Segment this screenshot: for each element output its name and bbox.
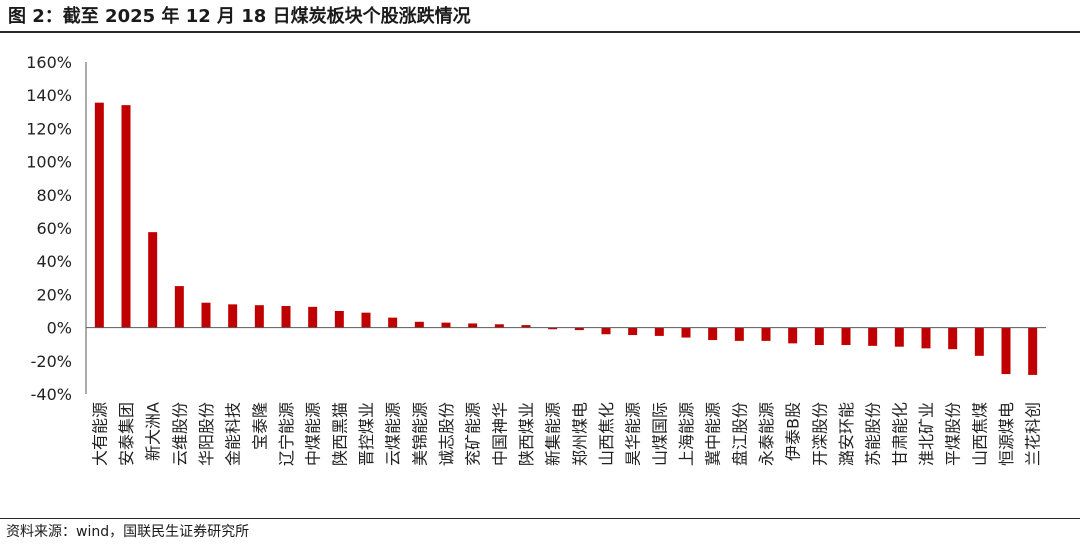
footer-divider <box>0 518 1080 519</box>
bar <box>628 327 638 336</box>
x-category-label: 新集能源 <box>544 402 563 466</box>
y-tick-label: 20% <box>36 285 72 304</box>
bar <box>174 286 184 328</box>
y-axis-ticks: 160% 140% 120% 100% 80% 60% 40% 20% 0% -20% -40% <box>26 53 72 404</box>
x-category-label: 盘江股份 <box>730 402 749 466</box>
x-category-label: 兖矿能源 <box>464 402 483 466</box>
bar <box>548 327 558 330</box>
x-category-label: 永泰能源 <box>757 402 776 466</box>
bar <box>201 302 211 328</box>
y-tick-label: -40% <box>31 385 72 404</box>
bar <box>788 327 798 344</box>
bar <box>94 102 104 328</box>
x-category-label: 甘肃能化 <box>890 402 909 466</box>
x-category-label: 恒源煤电 <box>997 402 1016 466</box>
x-category-label: 冀中能源 <box>704 402 723 466</box>
y-tick-label: 140% <box>26 86 72 105</box>
bar <box>361 312 371 328</box>
x-category-label: 诚志股份 <box>437 402 456 466</box>
x-category-label: 平煤股份 <box>944 402 963 466</box>
x-category-label: 上海能源 <box>677 402 696 466</box>
x-category-label: 大有能源 <box>90 402 109 466</box>
bar <box>974 327 984 356</box>
x-category-label: 金能科技 <box>224 402 243 466</box>
y-tick-label: -20% <box>31 352 72 371</box>
bar <box>388 317 398 328</box>
bar <box>228 304 238 328</box>
bar <box>468 323 478 328</box>
x-category-label: 苏能股份 <box>864 402 883 466</box>
bar <box>1001 327 1011 375</box>
x-axis-category-labels: 大有能源 安泰集团 新大洲A 云维股份 华阳股份 金能科技 宝泰隆 辽宁能源 中煤能源 陕西黑猫晋… <box>90 402 1042 466</box>
x-category-label: 云维股份 <box>170 402 189 466</box>
x-category-label: 兰花科创 <box>1024 402 1043 466</box>
title-divider <box>0 31 1080 33</box>
x-category-label: 华阳股份 <box>197 402 216 466</box>
x-category-label: 新大洲A <box>144 402 163 461</box>
x-category-label: 美锦能源 <box>410 402 429 466</box>
y-tick-label: 40% <box>36 252 72 271</box>
x-category-label: 昊华能源 <box>624 402 643 466</box>
bar <box>654 327 664 336</box>
bar <box>734 327 744 341</box>
x-category-label: 晋控煤业 <box>357 402 376 466</box>
figure-title: 图 2：截至 2025 年 12 月 18 日煤炭板块个股涨跌情况 <box>8 6 471 27</box>
bar <box>894 327 904 347</box>
x-category-label: 云煤能源 <box>384 402 403 466</box>
bar <box>681 327 691 338</box>
bar <box>868 327 878 346</box>
x-category-label: 中煤能源 <box>304 402 323 466</box>
bar <box>814 327 824 346</box>
bar <box>414 321 424 328</box>
bar <box>708 327 718 341</box>
y-tick-label: 60% <box>36 219 72 238</box>
bar <box>841 327 851 346</box>
source-note: 资料来源：wind，国联民生证券研究所 <box>6 524 250 540</box>
y-tick-label: 0% <box>47 319 72 338</box>
bar <box>574 327 584 331</box>
x-category-label: 伊泰B股 <box>784 402 803 461</box>
y-tick-label: 120% <box>26 119 72 138</box>
bar <box>521 325 531 328</box>
bar <box>441 322 451 328</box>
bar <box>761 327 771 341</box>
x-category-label: 安泰集团 <box>117 402 136 466</box>
x-category-label: 中国神华 <box>490 402 509 466</box>
bar <box>281 306 291 328</box>
x-category-label: 辽宁能源 <box>277 402 296 466</box>
x-category-label: 郑州煤电 <box>570 402 589 466</box>
x-category-label: 开滦股份 <box>810 402 829 466</box>
x-category-label: 山西焦煤 <box>970 402 989 466</box>
bar <box>948 327 958 350</box>
bar <box>308 306 318 328</box>
bar <box>494 324 504 328</box>
y-tick-label: 100% <box>26 153 72 172</box>
x-category-label: 潞安环能 <box>837 402 856 466</box>
bar <box>1028 327 1038 375</box>
bars <box>94 102 1038 375</box>
x-category-label: 淮北矿业 <box>917 402 936 466</box>
bar <box>921 327 931 349</box>
bar <box>601 327 611 335</box>
bar <box>148 232 158 328</box>
bar <box>254 305 264 328</box>
x-category-label: 山西焦化 <box>597 402 616 466</box>
x-category-label: 陕西黑猫 <box>330 402 349 466</box>
y-tick-label: 80% <box>36 186 72 205</box>
x-category-label: 宝泰隆 <box>250 402 269 450</box>
y-tick-label: 160% <box>26 53 72 72</box>
bar <box>121 105 131 328</box>
x-category-label: 陕西煤业 <box>517 402 536 466</box>
x-category-label: 山煤国际 <box>650 402 669 466</box>
bar-chart: 160% 140% 120% 100% 80% 60% 40% 20% 0% -20% -40% 大… <box>26 53 1046 466</box>
bar <box>334 311 344 328</box>
